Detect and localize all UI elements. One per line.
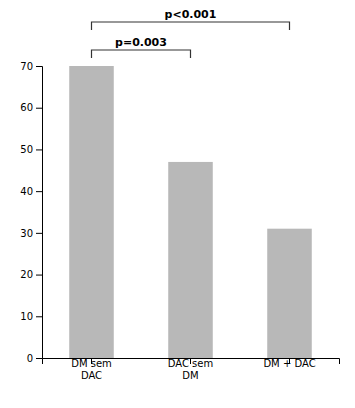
chart: 0 10 20 30 40 50 60 70 DM semDAC DAC semDM DM + DA… xyxy=(0,0,355,408)
plot: 0 10 20 30 40 50 60 70 DM semDAC DAC semDM DM + DA… xyxy=(20,61,339,381)
y-tick-label: 0 xyxy=(27,353,33,364)
bar xyxy=(267,229,312,358)
y-tick: 60 xyxy=(20,102,42,113)
y-axis: 0 10 20 30 40 50 60 70 xyxy=(20,61,42,364)
y-tick-mark xyxy=(36,108,42,109)
y-tick-mark xyxy=(36,191,42,192)
bracket-line xyxy=(92,50,191,58)
y-tick-label: 40 xyxy=(20,186,33,197)
y-tick-label: 70 xyxy=(20,61,33,72)
y-tick-label: 10 xyxy=(20,311,33,322)
annotation-label: p=0.003 xyxy=(115,36,167,49)
x-tick-label-line: DAC xyxy=(81,370,102,381)
y-axis-line xyxy=(36,67,43,359)
x-tick-label-line: DM sem xyxy=(71,358,112,369)
y-tick: 30 xyxy=(20,228,42,239)
y-tick: 0 xyxy=(27,353,42,364)
bracket-line xyxy=(92,22,290,30)
x-axis: DM semDAC DAC semDM DM + DAC xyxy=(43,358,340,381)
y-tick: 20 xyxy=(20,269,42,280)
x-tick-label: DAC semDM xyxy=(168,358,213,381)
x-tick-label-line: DM + DAC xyxy=(263,358,315,369)
x-tick: DAC semDM xyxy=(168,358,213,381)
annotation-label: p<0.001 xyxy=(165,8,217,21)
y-tick: 50 xyxy=(20,144,42,155)
y-tick: 70 xyxy=(20,61,42,72)
y-tick-mark xyxy=(36,149,42,150)
bracket: p=0.003 xyxy=(92,36,191,58)
y-tick-label: 50 xyxy=(20,144,33,155)
y-tick: 10 xyxy=(20,311,42,322)
bars xyxy=(69,66,312,358)
y-tick-label: 30 xyxy=(20,228,33,239)
x-tick: DM + DAC xyxy=(263,358,315,369)
y-tick-label: 20 xyxy=(20,269,33,280)
y-tick-mark xyxy=(36,233,42,234)
x-tick: DM semDAC xyxy=(71,358,112,381)
annotations: p=0.003 p<0.001 xyxy=(92,8,290,58)
y-tick-mark xyxy=(36,358,42,359)
x-tick-label: DM semDAC xyxy=(71,358,112,381)
y-tick-mark xyxy=(36,316,42,317)
x-tick-label: DM + DAC xyxy=(263,358,315,369)
y-tick-mark xyxy=(36,66,42,67)
bar xyxy=(168,162,213,358)
bar xyxy=(69,66,114,358)
y-tick-mark xyxy=(36,275,42,276)
y-tick: 40 xyxy=(20,186,42,197)
bracket: p<0.001 xyxy=(92,8,290,30)
x-tick-label-line: DM xyxy=(182,370,198,381)
x-tick-label-line: DAC sem xyxy=(168,358,213,369)
y-tick-label: 60 xyxy=(20,102,33,113)
